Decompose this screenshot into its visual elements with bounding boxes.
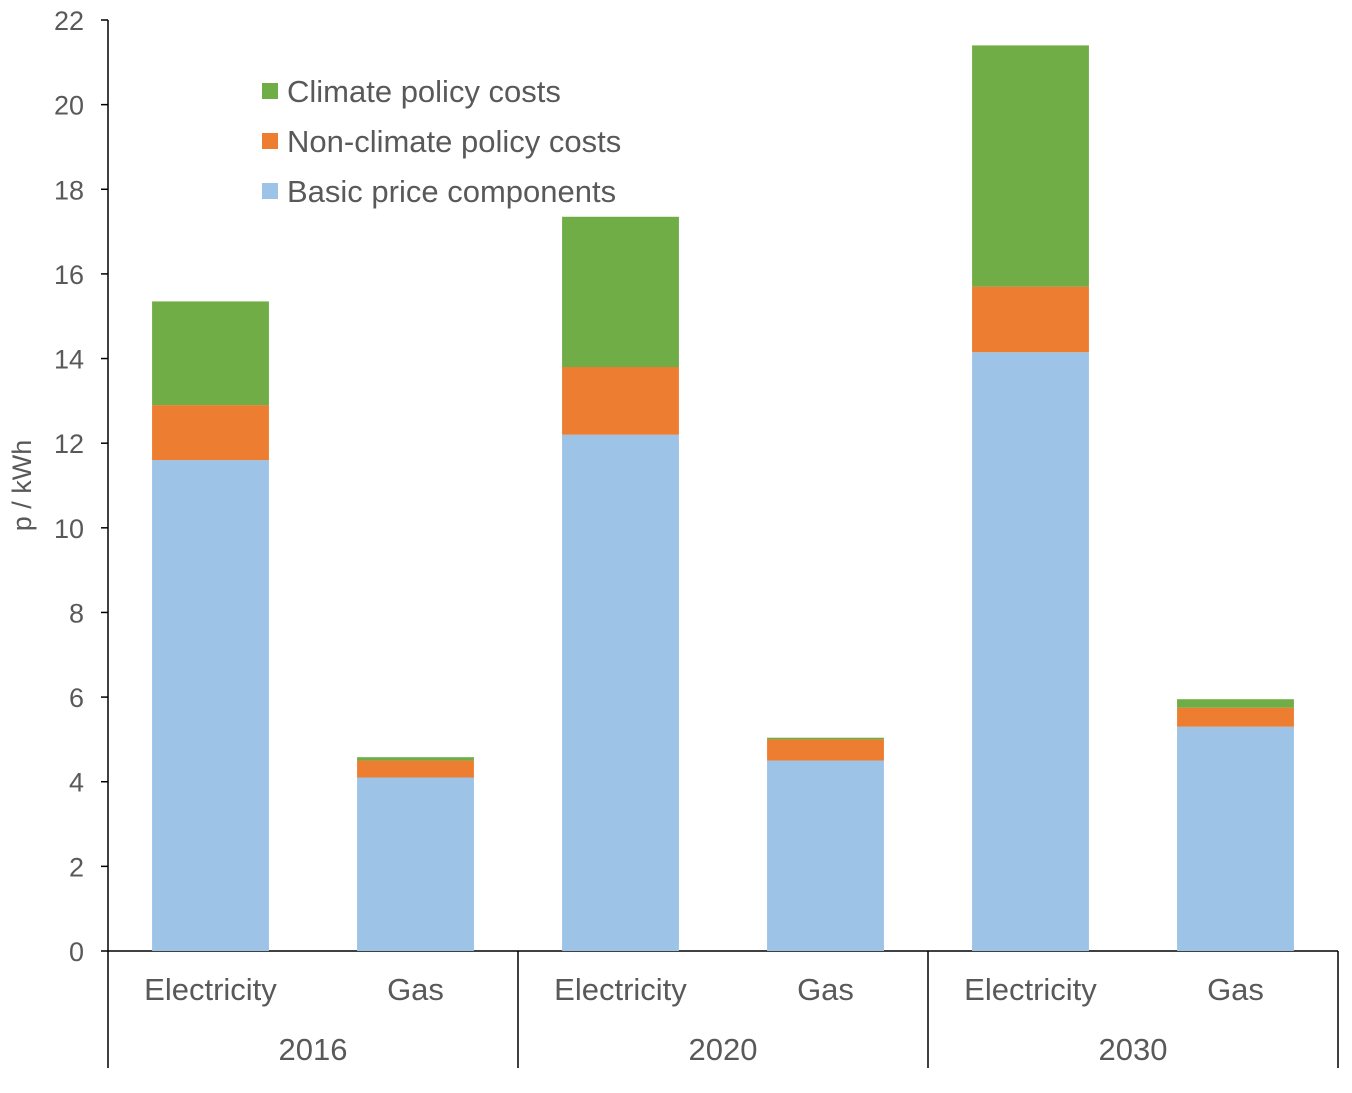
y-tick-label: 6 <box>69 683 84 713</box>
y-tick-label: 8 <box>69 598 84 628</box>
bar-non-climate-policy-costs-1 <box>357 760 474 778</box>
x-category-label: Gas <box>1207 972 1264 1007</box>
plot-area: 0 2 4 6 8 10 12 14 16 18 20 22 p / kWh Electricity Gas… <box>7 6 1339 1068</box>
bar-non-climate-policy-costs-2 <box>562 367 679 435</box>
bar-climate-policy-costs-1 <box>357 757 474 761</box>
bar-basic-price-components-2 <box>562 434 679 952</box>
bar-climate-policy-costs-3 <box>767 737 884 740</box>
x-group-label: 2030 <box>1099 1032 1168 1067</box>
y-tick-label: 2 <box>69 852 84 882</box>
bar-basic-price-components-3 <box>767 760 884 951</box>
bar-basic-price-components-1 <box>357 777 474 951</box>
legend-swatch-non-climate-policy-costs <box>262 133 278 149</box>
y-tick-label: 14 <box>54 345 84 375</box>
legend-label: Basic price components <box>287 174 616 209</box>
x-group-label: 2016 <box>279 1032 348 1067</box>
x-category-label: Electricity <box>144 972 277 1007</box>
y-tick-label: 22 <box>54 6 84 36</box>
legend-swatch-basic-price-components <box>262 183 278 199</box>
bar-basic-price-components-5 <box>1177 726 1294 951</box>
y-tick-label: 16 <box>54 260 84 290</box>
legend-label: Climate policy costs <box>287 74 561 109</box>
y-axis-title: p / kWh <box>7 440 37 532</box>
y-tick-label: 4 <box>69 768 84 798</box>
y-tick-label: 12 <box>54 429 84 459</box>
bar-climate-policy-costs-5 <box>1177 699 1294 708</box>
y-tick-label: 18 <box>54 175 84 205</box>
bar-non-climate-policy-costs-0 <box>152 405 269 461</box>
bar-non-climate-policy-costs-4 <box>972 286 1089 353</box>
bar-non-climate-policy-costs-3 <box>767 739 884 761</box>
y-tick-label: 10 <box>54 514 84 544</box>
bar-climate-policy-costs-4 <box>972 45 1089 287</box>
legend-label: Non-climate policy costs <box>287 124 621 159</box>
x-group-label: 2020 <box>689 1032 758 1067</box>
bar-basic-price-components-4 <box>972 352 1089 951</box>
x-category-label: Gas <box>797 972 854 1007</box>
x-category-label: Electricity <box>964 972 1097 1007</box>
legend: Climate policy costs Non-climate policy c… <box>262 74 621 209</box>
bar-climate-policy-costs-2 <box>562 216 679 368</box>
bar-non-climate-policy-costs-5 <box>1177 707 1294 727</box>
bar-climate-policy-costs-0 <box>152 301 269 406</box>
x-category-label: Electricity <box>554 972 687 1007</box>
y-tick-label: 0 <box>69 937 84 967</box>
y-tick-label: 20 <box>54 91 84 121</box>
bar-basic-price-components-0 <box>152 460 269 951</box>
legend-swatch-climate-policy-costs <box>262 83 278 99</box>
x-category-label: Gas <box>387 972 444 1007</box>
